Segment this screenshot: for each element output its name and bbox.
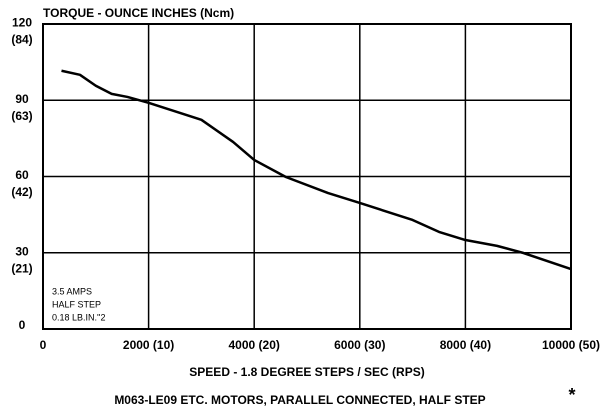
x-tick-label: 2000 (10) — [123, 338, 174, 352]
annotation: HALF STEP — [52, 299, 101, 309]
annotation: 3.5 AMPS — [52, 286, 92, 296]
x-tick-label: 0 — [40, 338, 47, 352]
x-axis-label: SPEED - 1.8 DEGREE STEPS / SEC (RPS) — [189, 365, 424, 379]
plot-frame — [42, 23, 572, 330]
torque-curve — [61, 69, 572, 271]
x-tick-label: 8000 (40) — [440, 338, 491, 352]
annotation: 0.18 LB.IN.''2 — [52, 312, 105, 322]
y-tick-label: 90 (63) — [11, 92, 32, 123]
y-tick-label: 0 — [19, 318, 26, 332]
x-tick-label: 10000 (50) — [542, 338, 600, 352]
x-tick-label: 4000 (20) — [229, 338, 280, 352]
y-tick-label: 120 (84) — [11, 16, 32, 47]
x-tick-label: 6000 (30) — [334, 338, 385, 352]
y-tick-label: 30 (21) — [11, 244, 32, 275]
caption-mark: * — [568, 385, 575, 405]
chart-title: TORQUE - OUNCE INCHES (Ncm) — [43, 6, 234, 20]
y-tick-label: 60 (42) — [11, 168, 32, 199]
caption: M063-LE09 ETC. MOTORS, PARALLEL CONNECTE… — [114, 393, 485, 407]
